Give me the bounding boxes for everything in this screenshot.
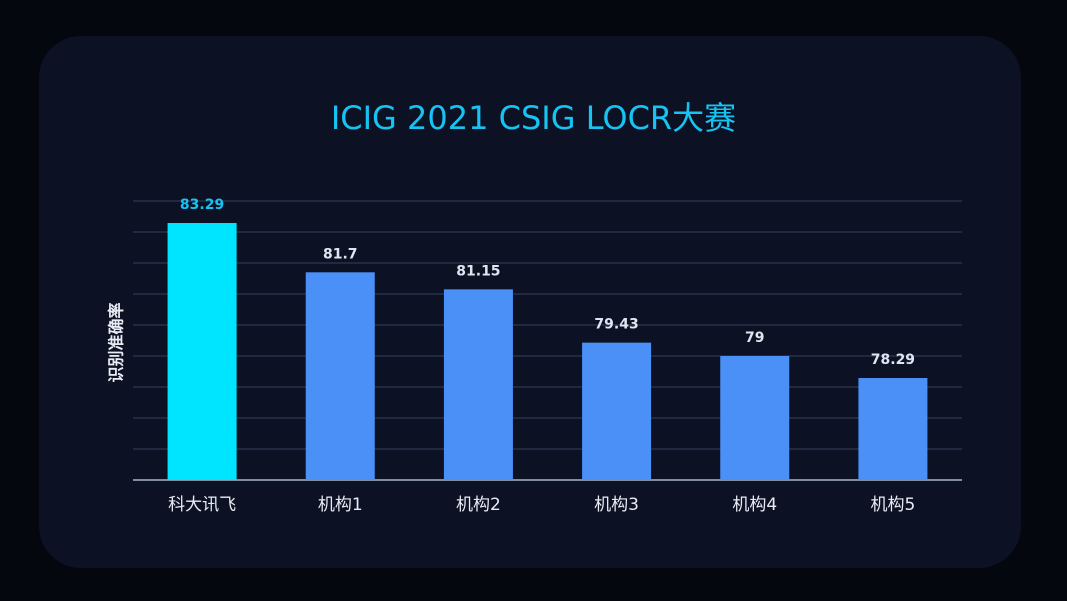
- x-tick-label: 机构1: [318, 495, 363, 515]
- bar: [305, 272, 375, 480]
- data-label: 79: [745, 330, 764, 346]
- x-tick-label: 机构3: [594, 495, 639, 515]
- bar: [582, 342, 652, 480]
- x-tick-label: 机构4: [732, 495, 777, 515]
- bar: [720, 356, 790, 480]
- chart-title: ICIG 2021 CSIG LOCR大赛: [330, 99, 737, 137]
- bar: [443, 289, 513, 480]
- data-label: 83.29: [180, 197, 224, 213]
- data-label: 81.7: [323, 246, 358, 262]
- bar: [858, 378, 928, 480]
- bar: [167, 223, 237, 480]
- data-label: 81.15: [456, 263, 500, 279]
- x-tick-label: 机构5: [871, 495, 916, 515]
- data-label: 79.43: [594, 317, 638, 333]
- x-tick-label: 机构2: [456, 495, 501, 515]
- data-label: 78.29: [871, 352, 915, 368]
- x-tick-label: 科大讯飞: [168, 495, 236, 515]
- y-axis-label: 识别准确率: [107, 302, 126, 382]
